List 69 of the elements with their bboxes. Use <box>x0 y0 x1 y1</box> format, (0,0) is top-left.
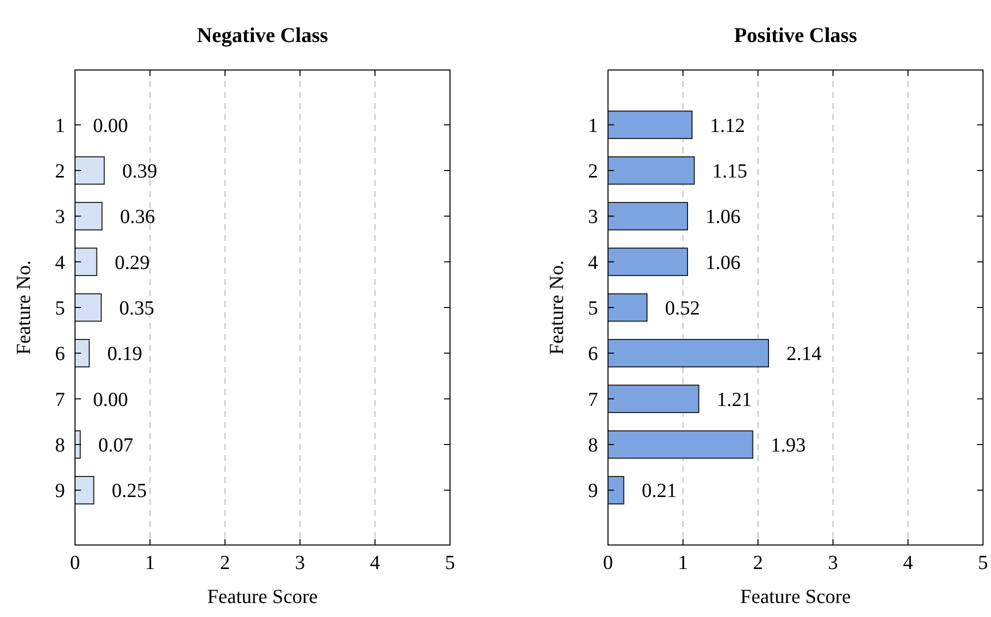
data-label: 0.00 <box>93 388 128 411</box>
y-tick-label: 7 <box>55 388 65 411</box>
y-tick-label: 8 <box>588 434 598 457</box>
bar <box>608 293 648 322</box>
bar <box>74 248 98 276</box>
bar <box>608 384 700 414</box>
data-label: 1.06 <box>706 206 740 228</box>
y-tick-label: 5 <box>55 298 65 320</box>
chart-title: Positive Class <box>734 23 858 47</box>
data-label: 0.25 <box>112 480 147 502</box>
y-tick-label: 6 <box>55 343 65 366</box>
bar <box>74 476 94 504</box>
y-tick-label: 4 <box>55 252 65 274</box>
x-tick-label: 0 <box>70 552 80 574</box>
x-tick-label: 0 <box>603 552 613 574</box>
x-axis-title: Feature Score <box>207 586 318 608</box>
x-tick-label: 2 <box>753 552 763 574</box>
x-tick-label: 4 <box>370 552 380 574</box>
bar <box>608 156 695 185</box>
x-tick-label: 3 <box>295 552 305 574</box>
bar <box>608 338 769 368</box>
data-label: 1.93 <box>770 434 806 457</box>
data-label: 0.39 <box>122 160 158 182</box>
x-tick-label: 1 <box>678 552 688 574</box>
x-axis-title: Feature Score <box>740 586 851 608</box>
x-tick-label: 3 <box>828 552 838 574</box>
y-tick-label: 2 <box>588 160 598 182</box>
y-tick-label: 3 <box>55 206 65 228</box>
y-tick-label: 9 <box>55 480 65 502</box>
x-tick-label: 5 <box>978 552 988 574</box>
x-tick-label: 2 <box>220 552 230 574</box>
x-tick-label: 4 <box>903 552 913 574</box>
y-tick-label: 8 <box>55 434 65 457</box>
bar <box>608 430 754 459</box>
data-label: 0.35 <box>119 298 154 320</box>
y-tick-label: 9 <box>588 480 598 502</box>
data-label: 1.12 <box>710 114 745 137</box>
data-label: 0.29 <box>114 252 150 274</box>
data-label: 1.15 <box>712 160 748 182</box>
y-tick-label: 6 <box>588 343 598 366</box>
bar <box>74 156 105 185</box>
bar <box>608 248 688 276</box>
y-axis-title: Feature No. <box>13 260 35 355</box>
data-label: 1.21 <box>716 388 752 411</box>
x-tick-label: 1 <box>145 552 155 574</box>
y-tick-label: 5 <box>588 298 598 320</box>
data-label: 0.52 <box>665 298 700 320</box>
data-label: 0.21 <box>642 480 677 502</box>
data-label: 0.00 <box>93 114 128 137</box>
y-axis-title: Feature No. <box>546 260 568 355</box>
chart-title: Negative Class <box>196 23 328 47</box>
y-tick-label: 1 <box>588 114 598 137</box>
bar <box>608 110 692 140</box>
x-tick-label: 5 <box>445 552 455 574</box>
data-label: 0.36 <box>120 206 155 228</box>
bar <box>608 476 624 504</box>
y-tick-label: 3 <box>588 206 598 228</box>
y-tick-label: 7 <box>588 388 598 411</box>
data-label: 0.19 <box>107 343 142 366</box>
bar <box>74 202 102 230</box>
bar <box>608 202 688 230</box>
data-label: 2.14 <box>786 343 822 366</box>
data-label: 0.07 <box>98 434 134 457</box>
bar <box>74 293 102 322</box>
y-tick-label: 1 <box>55 114 65 137</box>
bar <box>74 338 90 368</box>
data-label: 1.06 <box>706 252 740 274</box>
y-tick-label: 4 <box>588 252 598 274</box>
y-tick-label: 2 <box>55 160 65 182</box>
